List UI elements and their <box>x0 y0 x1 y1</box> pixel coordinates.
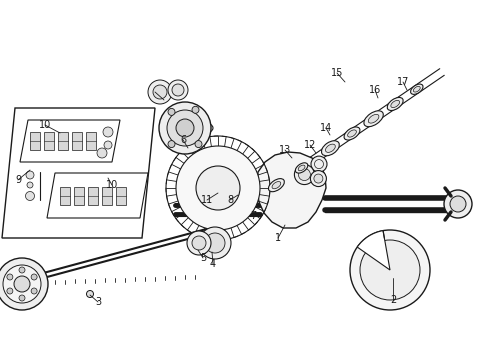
Circle shape <box>205 233 225 253</box>
Circle shape <box>168 108 175 116</box>
Circle shape <box>27 182 33 188</box>
Wedge shape <box>357 231 390 270</box>
Bar <box>72 132 82 150</box>
Ellipse shape <box>344 127 360 140</box>
Circle shape <box>176 119 194 137</box>
Text: 16: 16 <box>369 85 381 95</box>
Text: 10: 10 <box>39 120 51 130</box>
Ellipse shape <box>368 114 379 123</box>
Circle shape <box>25 192 34 201</box>
Circle shape <box>172 84 184 96</box>
Circle shape <box>168 80 188 100</box>
Ellipse shape <box>414 86 420 92</box>
Circle shape <box>311 156 327 172</box>
Circle shape <box>187 231 211 255</box>
Ellipse shape <box>197 123 213 133</box>
Ellipse shape <box>387 98 403 111</box>
Bar <box>116 187 126 205</box>
Text: 15: 15 <box>331 68 343 78</box>
Circle shape <box>14 276 30 292</box>
Circle shape <box>19 295 25 301</box>
Circle shape <box>450 196 466 212</box>
Ellipse shape <box>411 84 423 94</box>
Bar <box>88 187 98 205</box>
Bar <box>30 132 40 150</box>
Text: 14: 14 <box>320 123 332 133</box>
Circle shape <box>26 171 34 179</box>
Circle shape <box>174 103 192 121</box>
Circle shape <box>104 141 112 149</box>
Text: 12: 12 <box>304 140 316 150</box>
Circle shape <box>360 240 420 300</box>
Ellipse shape <box>269 179 284 192</box>
Text: 4: 4 <box>210 259 216 269</box>
Bar <box>60 187 70 205</box>
Circle shape <box>87 291 94 297</box>
Text: 1: 1 <box>275 233 281 243</box>
Circle shape <box>176 146 260 230</box>
Bar <box>102 187 112 205</box>
Circle shape <box>350 230 430 310</box>
Ellipse shape <box>295 163 308 173</box>
Circle shape <box>314 174 323 183</box>
Circle shape <box>167 110 203 146</box>
Text: 2: 2 <box>390 295 396 305</box>
Circle shape <box>298 168 310 181</box>
Polygon shape <box>2 108 155 238</box>
Circle shape <box>159 102 211 154</box>
Text: 7: 7 <box>250 211 256 221</box>
Text: 8: 8 <box>227 195 233 205</box>
Text: 10: 10 <box>106 180 118 190</box>
Circle shape <box>7 288 13 294</box>
Ellipse shape <box>391 100 399 108</box>
Ellipse shape <box>347 130 356 137</box>
Polygon shape <box>20 120 120 162</box>
Polygon shape <box>257 152 326 228</box>
Bar <box>74 187 84 205</box>
Circle shape <box>31 274 37 280</box>
Circle shape <box>310 171 326 186</box>
Bar <box>86 132 96 150</box>
Text: 13: 13 <box>279 145 291 155</box>
Text: 11: 11 <box>201 195 213 205</box>
Bar <box>44 132 54 150</box>
Text: 6: 6 <box>180 135 186 145</box>
Ellipse shape <box>298 165 305 171</box>
Circle shape <box>192 106 199 113</box>
Circle shape <box>7 274 13 280</box>
Ellipse shape <box>325 144 335 152</box>
Ellipse shape <box>364 111 383 127</box>
Circle shape <box>192 236 206 250</box>
Circle shape <box>103 127 113 137</box>
Text: 5: 5 <box>200 253 206 263</box>
Text: 3: 3 <box>95 297 101 307</box>
Circle shape <box>195 141 202 148</box>
Circle shape <box>31 288 37 294</box>
Text: 17: 17 <box>397 77 409 87</box>
Circle shape <box>97 148 107 158</box>
Ellipse shape <box>321 141 339 156</box>
Circle shape <box>153 85 167 99</box>
Ellipse shape <box>272 181 281 189</box>
Circle shape <box>196 166 240 210</box>
Circle shape <box>0 258 48 310</box>
Polygon shape <box>47 173 148 218</box>
Circle shape <box>168 141 175 148</box>
Circle shape <box>294 165 315 185</box>
Text: 9: 9 <box>15 175 21 185</box>
Bar <box>58 132 68 150</box>
Circle shape <box>19 267 25 273</box>
Circle shape <box>3 265 41 303</box>
Circle shape <box>148 80 172 104</box>
Circle shape <box>199 227 231 259</box>
Circle shape <box>444 190 472 218</box>
